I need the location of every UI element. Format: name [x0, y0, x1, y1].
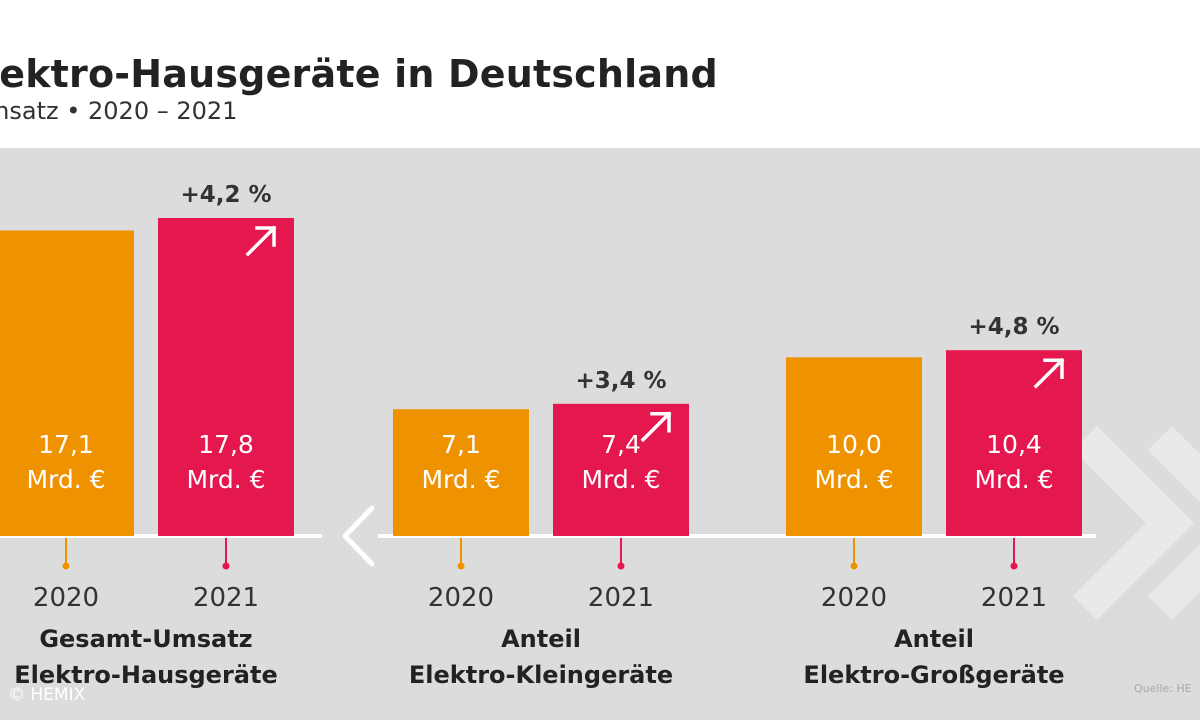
bar-2021 [946, 350, 1082, 536]
group-label: Elektro-Hausgeräte [14, 661, 278, 689]
tick-dot [617, 562, 625, 570]
bar-2021 [553, 403, 689, 536]
bar-2020 [0, 230, 134, 536]
bar-value-label: 10,4 [986, 430, 1042, 459]
bar-value-label: 10,0 [826, 430, 882, 459]
trend-up-arrow-icon [1033, 357, 1065, 389]
tick-dot [222, 562, 230, 570]
bar-value-label: 17,8 [198, 430, 254, 459]
change-percent-label: +4,2 % [180, 182, 271, 208]
bar-2020 [393, 409, 529, 536]
chart-title: lektro-Hausgeräte in Deutschland [0, 52, 718, 96]
bar-value-label: 17,1 [38, 430, 94, 459]
bar-unit-label: Mrd. € [814, 465, 893, 494]
tick-dot [1010, 562, 1018, 570]
bar-unit-label: Mrd. € [186, 465, 265, 494]
bar-unit-label: Mrd. € [581, 465, 660, 494]
group-label: Anteil [894, 625, 974, 653]
chart-subtitle: msatz • 2020 – 2021 [0, 97, 238, 125]
bar-unit-label: Mrd. € [421, 465, 500, 494]
tick-dot [457, 562, 465, 570]
year-tick-label: 2020 [821, 583, 887, 613]
bar-2021 [158, 218, 294, 536]
source-note: Quelle: HE [1134, 682, 1192, 695]
change-percent-label: +4,8 % [968, 314, 1059, 340]
year-tick-label: 2021 [588, 583, 654, 613]
copyright: © HEMIX [8, 685, 86, 705]
tick-dot [62, 562, 70, 570]
bar-chart: 17,1 Mrd. € 2020 17,8 Mrd. € 2021 +4,2 % Gesamt… [0, 182, 1200, 689]
bar-value-label: 7,4 [601, 430, 641, 459]
tick-dot [850, 562, 858, 570]
trend-up-arrow-icon [245, 225, 277, 257]
bar-value-label: 7,1 [441, 430, 481, 459]
year-tick-label: 2020 [33, 583, 99, 613]
bar-unit-label: Mrd. € [974, 465, 1053, 494]
group-label: Elektro-Kleingeräte [409, 661, 673, 689]
year-tick-label: 2021 [981, 583, 1047, 613]
background-decoration [1072, 425, 1200, 621]
bar-unit-label: Mrd. € [26, 465, 105, 494]
bar-2020 [786, 357, 922, 536]
group-label: Gesamt-Umsatz [39, 625, 252, 653]
change-percent-label: +3,4 % [575, 368, 666, 394]
left-arrow-icon [342, 505, 375, 567]
trend-up-arrow-icon [640, 411, 672, 443]
chart-panel: 17,1 Mrd. € 2020 17,8 Mrd. € 2021 +4,2 % Gesamt… [0, 148, 1200, 720]
year-tick-label: 2020 [428, 583, 494, 613]
group-label: Elektro-Großgeräte [803, 661, 1064, 689]
year-tick-label: 2021 [193, 583, 259, 613]
group-label: Anteil [501, 625, 581, 653]
